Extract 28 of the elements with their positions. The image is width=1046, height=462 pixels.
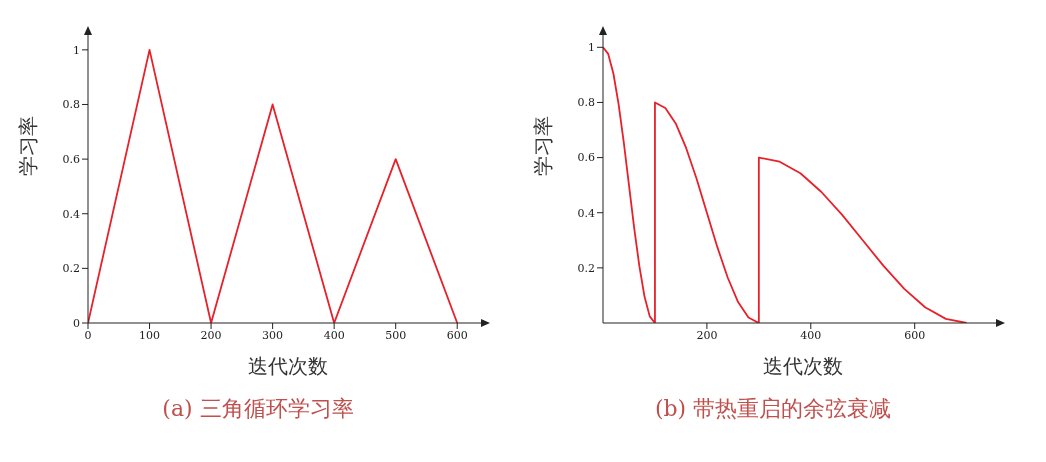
x-tick-label: 200 [696, 328, 718, 342]
y-tick-label: 1 [73, 43, 80, 57]
y-tick-label: 0.8 [577, 96, 595, 110]
x-tick-label: 600 [446, 328, 468, 342]
text: (b) 带热重启的余弦衰减 [653, 395, 893, 423]
line-series [88, 48, 459, 323]
x-tick-label: 500 [385, 328, 407, 342]
y-tick-label: 0.8 [62, 98, 80, 112]
x-tick-label: 0 [84, 328, 92, 342]
x-tick-label: 400 [800, 328, 822, 342]
x-axis-title: 迭代次数 [248, 355, 328, 377]
x-tick-label: 200 [200, 328, 222, 342]
x-tick-label: 400 [323, 328, 345, 342]
y-tick-label: 1 [588, 41, 595, 55]
text: (a) 三角循环学习率 [161, 395, 355, 423]
y-tick-label: 0.2 [577, 261, 595, 275]
y-tick-label: 0.2 [62, 262, 80, 276]
y-tick-label: 0.6 [62, 153, 80, 167]
y-axis-title: 学习率 [532, 115, 555, 176]
x-tick-label: 600 [904, 328, 926, 342]
x-tick-label: 100 [139, 328, 161, 342]
y-tick-label: 0.4 [577, 206, 595, 220]
x-axis-title: 迭代次数 [763, 355, 843, 377]
y-axis-title: 学习率 [17, 115, 40, 176]
y-tick-label: 0 [73, 316, 80, 330]
x-tick-label: 300 [262, 328, 284, 342]
y-tick-label: 0.6 [577, 151, 595, 165]
y-tick-label: 0.4 [62, 207, 80, 221]
